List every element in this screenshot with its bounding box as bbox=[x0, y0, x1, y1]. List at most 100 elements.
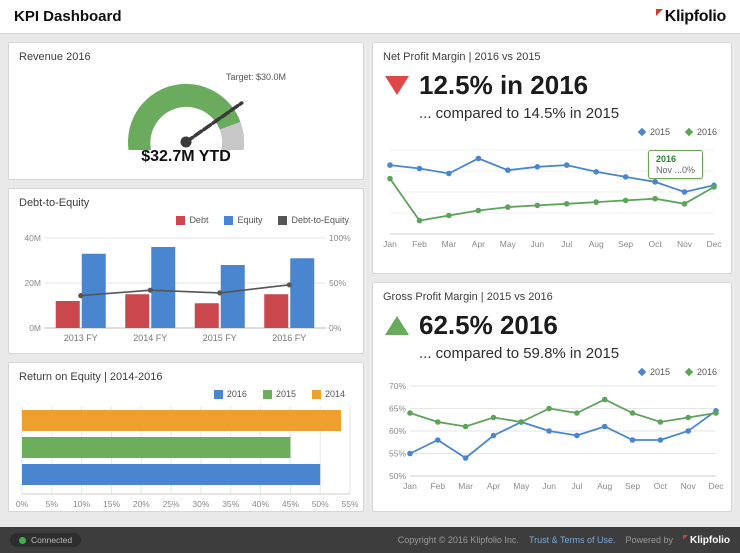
legend-item-2015[interactable]: 2015 bbox=[262, 389, 296, 399]
legend-swatch-2016 bbox=[213, 389, 223, 399]
revenue-gauge-chart[interactable] bbox=[76, 66, 296, 150]
svg-text:Mar: Mar bbox=[442, 239, 457, 249]
svg-text:Jan: Jan bbox=[403, 481, 417, 491]
svg-text:Dec: Dec bbox=[708, 481, 724, 491]
legend-item-equity[interactable]: Equity bbox=[224, 215, 262, 225]
svg-text:Jun: Jun bbox=[542, 481, 556, 491]
return-on-equity-panel: Return on Equity | 2014-2016 2016 2015 2… bbox=[8, 362, 364, 512]
svg-text:50%: 50% bbox=[389, 471, 406, 481]
header: KPI Dashboard Klipfolio bbox=[0, 0, 740, 34]
legend-swatch-equity bbox=[224, 215, 234, 225]
svg-text:Oct: Oct bbox=[648, 239, 662, 249]
legend-swatch-debt bbox=[176, 215, 186, 225]
svg-text:45%: 45% bbox=[282, 499, 299, 509]
legend-item-2016[interactable]: 2016 bbox=[684, 127, 717, 137]
svg-text:15%: 15% bbox=[103, 499, 120, 509]
return-on-equity-chart[interactable]: 0% 5% 10% 15% 20% 25% 30% 35% 40% 45% 50% 55% bbox=[14, 402, 358, 512]
svg-text:Aug: Aug bbox=[597, 481, 612, 491]
increase-arrow-icon bbox=[385, 316, 409, 335]
npm-comparison-text: ... compared to 14.5% in 2015 bbox=[419, 105, 620, 122]
tooltip-value: Nov ...0% bbox=[655, 165, 695, 175]
decrease-arrow-icon bbox=[385, 76, 409, 95]
footer-klipfolio-logo[interactable]: Klipfolio bbox=[683, 534, 730, 546]
legend-item-2014[interactable]: 2014 bbox=[311, 389, 345, 399]
svg-text:Jul: Jul bbox=[571, 481, 582, 491]
legend-label-2015: 2015 bbox=[649, 127, 670, 137]
svg-text:50%: 50% bbox=[329, 278, 346, 288]
connection-status-badge[interactable]: Connected bbox=[10, 533, 82, 547]
revenue-panel-title: Revenue 2016 bbox=[19, 51, 91, 63]
terms-link[interactable]: Trust & Terms of Use. bbox=[528, 535, 616, 545]
legend-item-debt-to-equity[interactable]: Debt-to-Equity bbox=[278, 215, 349, 225]
gpm-headline-row: 62.5% 2016 bbox=[373, 306, 731, 341]
svg-text:20M: 20M bbox=[24, 278, 41, 288]
legend-label-2016: 2016 bbox=[696, 367, 717, 377]
svg-text:Jan: Jan bbox=[383, 239, 397, 249]
svg-text:50%: 50% bbox=[312, 499, 329, 509]
legend-marker-2015 bbox=[637, 367, 647, 377]
dashboard-grid: Revenue 2016 Target: $30.0M $32.7M YTD D… bbox=[0, 34, 740, 520]
svg-text:May: May bbox=[500, 239, 517, 249]
legend-item-2016[interactable]: 2016 bbox=[213, 389, 247, 399]
svg-text:100%: 100% bbox=[329, 233, 351, 243]
tooltip-series: 2016 bbox=[655, 154, 677, 164]
legend-label-2016: 2016 bbox=[226, 389, 247, 399]
debt-to-equity-panel-title: Debt-to-Equity bbox=[19, 197, 90, 209]
legend-marker-2015 bbox=[637, 127, 647, 137]
svg-text:40%: 40% bbox=[252, 499, 269, 509]
klipfolio-logo-mark-icon bbox=[655, 9, 663, 16]
svg-text:2013 FY: 2013 FY bbox=[64, 333, 98, 343]
legend-marker-2016 bbox=[684, 127, 694, 137]
gpm-legend: 2015 2016 bbox=[373, 364, 731, 380]
svg-text:Nov: Nov bbox=[681, 481, 697, 491]
svg-text:0M: 0M bbox=[29, 323, 41, 333]
svg-text:Feb: Feb bbox=[412, 239, 427, 249]
svg-text:55%: 55% bbox=[341, 499, 358, 509]
legend-label-equity: Equity bbox=[237, 215, 263, 225]
svg-text:65%: 65% bbox=[389, 404, 406, 414]
gross-profit-margin-chart[interactable]: 70% 65% 60% 55% 50%Jan Feb Mar Apr May Jun Jul Aug S… bbox=[380, 380, 724, 500]
footer-links: Copyright © 2016 Klipfolio Inc. Trust & … bbox=[398, 534, 730, 546]
svg-text:Aug: Aug bbox=[589, 239, 604, 249]
svg-text:Mar: Mar bbox=[458, 481, 473, 491]
legend-item-2015[interactable]: 2015 bbox=[637, 367, 670, 377]
debt-to-equity-panel: Debt-to-Equity Debt Equity Debt-to-Equit… bbox=[8, 188, 364, 354]
svg-text:2016 FY: 2016 FY bbox=[272, 333, 306, 343]
connected-dot-icon bbox=[19, 536, 26, 544]
legend-label-2014: 2014 bbox=[324, 389, 345, 399]
legend-label-debt: Debt bbox=[189, 215, 209, 225]
npm-headline-value: 12.5% in 2016 bbox=[419, 70, 589, 100]
svg-text:Nov: Nov bbox=[677, 239, 693, 249]
svg-text:2015 FY: 2015 FY bbox=[203, 333, 237, 343]
svg-text:25%: 25% bbox=[163, 499, 180, 509]
gpm-comparison-text: ... compared to 59.8% in 2015 bbox=[419, 345, 620, 362]
svg-text:60%: 60% bbox=[389, 426, 406, 436]
npm-headline-row: 12.5% in 2016 bbox=[373, 66, 731, 101]
svg-text:Oct: Oct bbox=[654, 481, 668, 491]
svg-text:Apr: Apr bbox=[487, 481, 500, 491]
revenue-panel: Revenue 2016 Target: $30.0M $32.7M YTD bbox=[8, 42, 364, 180]
return-on-equity-legend: 2016 2015 2014 bbox=[9, 386, 363, 402]
svg-text:0%: 0% bbox=[16, 499, 29, 509]
debt-to-equity-chart[interactable]: 0M 20M 40M 0% 50% 100% 2013 FY 2014 FY 2015 FY 20… bbox=[16, 228, 356, 350]
gross-profit-margin-panel: Gross Profit Margin | 2015 vs 2016 62.5%… bbox=[372, 282, 732, 512]
svg-text:20%: 20% bbox=[133, 499, 150, 509]
legend-label-2015: 2015 bbox=[275, 389, 296, 399]
gauge-target-label: Target: $30.0M bbox=[226, 72, 287, 82]
svg-text:Feb: Feb bbox=[430, 481, 445, 491]
svg-text:May: May bbox=[513, 481, 530, 491]
net-profit-margin-panel: Net Profit Margin | 2016 vs 2015 12.5% i… bbox=[372, 42, 732, 274]
legend-item-2015[interactable]: 2015 bbox=[637, 127, 670, 137]
svg-text:Apr: Apr bbox=[472, 239, 485, 249]
svg-text:5%: 5% bbox=[46, 499, 59, 509]
legend-item-debt[interactable]: Debt bbox=[176, 215, 208, 225]
connection-status-label: Connected bbox=[31, 535, 73, 545]
footer-klipfolio-logo-text: Klipfolio bbox=[690, 534, 730, 546]
footer-klipfolio-logo-mark-icon bbox=[683, 534, 688, 540]
svg-text:10%: 10% bbox=[73, 499, 90, 509]
svg-text:Jul: Jul bbox=[561, 239, 572, 249]
powered-by-text: Powered by bbox=[625, 535, 673, 545]
revenue-gauge-wrap: Target: $30.0M bbox=[76, 66, 296, 150]
svg-text:Sep: Sep bbox=[625, 481, 640, 491]
legend-item-2016[interactable]: 2016 bbox=[684, 367, 717, 377]
